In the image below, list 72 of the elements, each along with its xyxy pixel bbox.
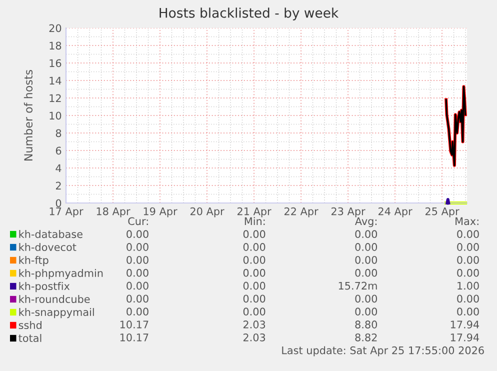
legend-label: kh-snappymail bbox=[19, 308, 94, 318]
x-tick-label: 17 Apr bbox=[50, 207, 84, 218]
x-tick-label: 21 Apr bbox=[237, 207, 272, 218]
text: Cur: bbox=[128, 217, 148, 226]
text: 2.03 bbox=[243, 320, 266, 328]
text: 0.00 bbox=[355, 230, 378, 238]
text: 2.03 bbox=[243, 333, 266, 342]
text: 0.00 bbox=[126, 230, 148, 238]
text: 0.00 bbox=[355, 294, 378, 303]
legend-label: kh-postfix bbox=[19, 282, 70, 292]
text: 10.17 bbox=[120, 320, 148, 328]
y-tick-label: 10 bbox=[50, 112, 62, 120]
legend-label: kh-phpmyadmin bbox=[19, 268, 103, 280]
text: 0.00 bbox=[355, 243, 378, 251]
text: 0.00 bbox=[243, 243, 266, 251]
text: 1.00 bbox=[458, 282, 479, 290]
text: 0.00 bbox=[457, 230, 479, 238]
text: 0.00 bbox=[126, 243, 148, 251]
text: 0.00 bbox=[126, 308, 148, 316]
text: 0.00 bbox=[126, 256, 148, 264]
legend-label: kh-dovecot bbox=[19, 243, 76, 252]
y-tick-label: 16 bbox=[50, 59, 62, 68]
x-tick-label: 19 Apr bbox=[144, 207, 178, 218]
y-tick-label: 18 bbox=[50, 42, 62, 50]
legend-label: kh-ftp bbox=[19, 256, 48, 266]
y-tick-label: 0 bbox=[56, 199, 62, 208]
legend-label: sshd bbox=[18, 320, 42, 330]
text: 0.00 bbox=[126, 294, 148, 303]
legend-label: kh-database bbox=[19, 230, 82, 238]
text: 0.00 bbox=[243, 230, 266, 238]
y-tick-label: 6 bbox=[56, 146, 62, 155]
text: 8.82 bbox=[355, 333, 377, 342]
y-tick-label: 8 bbox=[56, 129, 62, 138]
legend-label: total bbox=[18, 334, 42, 342]
x-tick-label: 18 Apr bbox=[96, 207, 130, 218]
text: 0.00 bbox=[243, 294, 266, 303]
text: 0.00 bbox=[355, 308, 378, 316]
x-tick-label: 23 Apr bbox=[331, 207, 366, 218]
legend-label: kh-roundcube bbox=[19, 294, 90, 304]
y-tick-label: 20 bbox=[49, 24, 62, 32]
text: 0.00 bbox=[243, 282, 266, 290]
y-axis-title: Number of hosts bbox=[24, 70, 33, 160]
text: 10.17 bbox=[120, 333, 148, 342]
text: 0.00 bbox=[355, 268, 378, 277]
text: Last update: Sat Apr 25 17:55:00 2026 bbox=[282, 346, 484, 356]
text: 0.00 bbox=[243, 256, 266, 264]
text: Avg: bbox=[355, 217, 377, 228]
y-tick-label: 14 bbox=[50, 76, 62, 84]
text: Max: bbox=[456, 217, 478, 226]
x-tick-label: 24 Apr bbox=[378, 207, 412, 218]
text: 0.00 bbox=[126, 282, 148, 290]
x-tick-label: 20 Apr bbox=[190, 207, 224, 218]
text: 15.72m bbox=[338, 282, 377, 290]
text: 0.00 bbox=[457, 308, 479, 316]
text: 0.00 bbox=[457, 256, 479, 264]
text: 0.00 bbox=[457, 243, 479, 251]
x-tick-label: 25 Apr bbox=[426, 207, 460, 218]
text: 8.80 bbox=[355, 320, 378, 328]
text: 17.94 bbox=[450, 320, 480, 328]
y-tick-label: 2 bbox=[56, 182, 61, 190]
text: 17.94 bbox=[450, 333, 480, 342]
chart-title: Hosts blacklisted - by week bbox=[160, 8, 339, 20]
text: 0.00 bbox=[457, 268, 479, 277]
text: 0.00 bbox=[126, 268, 148, 277]
y-tick-label: 12 bbox=[50, 94, 61, 102]
text: 0.00 bbox=[243, 268, 266, 277]
text: 0.00 bbox=[457, 294, 479, 303]
x-tick-label: 22 Apr bbox=[284, 207, 318, 218]
y-tick-label: 4 bbox=[56, 164, 62, 172]
text: 0.00 bbox=[243, 308, 266, 316]
text: 0.00 bbox=[355, 256, 378, 264]
text: Min: bbox=[244, 217, 265, 225]
